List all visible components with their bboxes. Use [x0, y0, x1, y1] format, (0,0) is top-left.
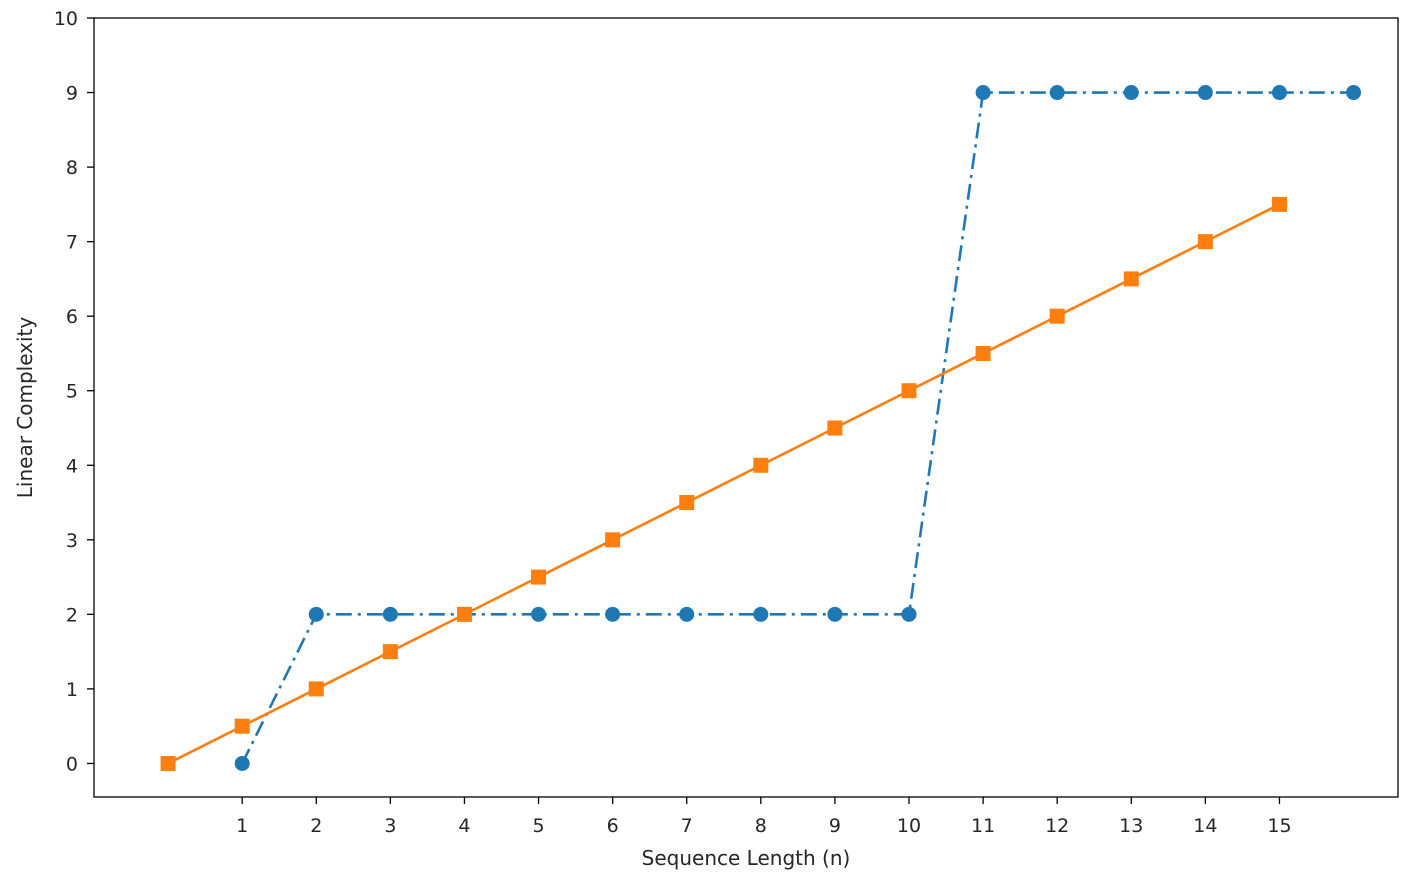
series-0-point: [1049, 85, 1065, 101]
x-axis-label: Sequence Length (n): [642, 846, 851, 870]
series-1-point: [605, 532, 621, 548]
y-tick-label: 5: [66, 381, 78, 403]
series-1-point: [901, 383, 917, 399]
series-0-point: [1271, 85, 1287, 101]
y-tick-label: 1: [66, 679, 78, 701]
series-1-point: [1271, 196, 1287, 212]
series-1: [160, 196, 1287, 771]
series-0-point: [234, 755, 250, 771]
y-tick-label: 7: [66, 232, 78, 254]
y-tick-label: 4: [66, 455, 78, 477]
y-tick-label: 9: [66, 83, 78, 105]
series-1-point: [456, 606, 472, 622]
series-1-point: [1123, 271, 1139, 287]
series-1-point: [753, 457, 769, 473]
series-1-point: [160, 755, 176, 771]
series-layer: [160, 85, 1362, 771]
plot-background: [94, 18, 1398, 797]
x-tick-label: 8: [755, 815, 767, 837]
series-0-point: [382, 606, 398, 622]
series-0-point: [1123, 85, 1139, 101]
series-0-point: [975, 85, 991, 101]
y-tick-label: 8: [66, 157, 78, 179]
series-1-point: [531, 569, 547, 585]
series-0-point: [753, 606, 769, 622]
x-tick-label: 5: [532, 815, 544, 837]
x-tick-label: 12: [1045, 815, 1069, 837]
plot-area: [94, 18, 1398, 797]
x-tick-label: 4: [458, 815, 470, 837]
x-tick-label: 11: [971, 815, 995, 837]
series-1-point: [308, 681, 324, 697]
x-tick-label: 10: [897, 815, 921, 837]
x-tick-label: 6: [607, 815, 619, 837]
x-tick-label: 15: [1267, 815, 1291, 837]
x-tick-label: 14: [1193, 815, 1217, 837]
series-0-point: [1197, 85, 1213, 101]
series-0-point: [531, 606, 547, 622]
y-axis-label: Linear Complexity: [13, 317, 37, 499]
series-0-point: [605, 606, 621, 622]
series-0-point: [308, 606, 324, 622]
x-tick-label: 7: [681, 815, 693, 837]
y-tick-label: 0: [66, 753, 78, 775]
x-tick-label: 13: [1119, 815, 1143, 837]
y-tick-label: 2: [66, 604, 78, 626]
series-0-point: [827, 606, 843, 622]
series-1-point: [234, 718, 250, 734]
series-1-point: [679, 495, 695, 511]
x-tick-label: 1: [236, 815, 248, 837]
series-1-point: [1049, 308, 1065, 324]
series-0-line: [241, 91, 1354, 765]
x-tick-label: 9: [829, 815, 841, 837]
series-1-line: [167, 203, 1281, 765]
series-1-point: [1197, 234, 1213, 250]
series-0-point: [1346, 85, 1362, 101]
plot-frame: [93, 17, 1399, 798]
series-0: [234, 85, 1362, 771]
series-1-point: [827, 420, 843, 436]
y-tick-label: 6: [66, 306, 78, 328]
y-tick-label: 10: [54, 8, 78, 30]
series-0-point: [679, 606, 695, 622]
y-tick-label: 3: [66, 530, 78, 552]
x-tick-label: 3: [384, 815, 396, 837]
series-0-point: [901, 606, 917, 622]
series-1-point: [382, 644, 398, 660]
x-tick-label: 2: [310, 815, 322, 837]
series-1-point: [975, 345, 991, 361]
